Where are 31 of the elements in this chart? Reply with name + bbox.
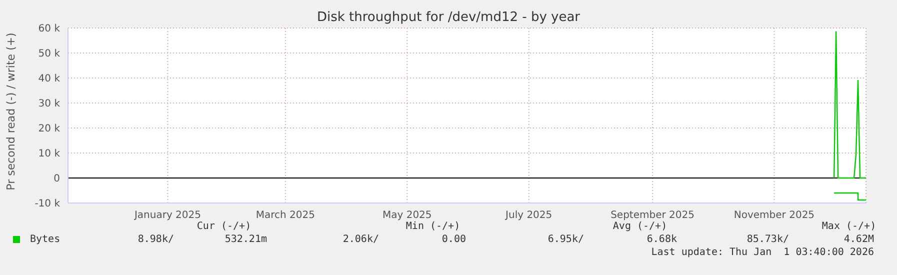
text: 532.21m [224, 234, 267, 245]
x-tick-label: March 2025 [256, 210, 316, 222]
text: Min (-/+) [404, 221, 462, 232]
x-tick-label: July 2025 [504, 210, 552, 222]
x-tick-label: September 2025 [610, 210, 694, 222]
legend-label: Bytes [30, 234, 60, 245]
chart-title: Disk throughput for /dev/md12 - by year [316, 10, 582, 25]
text: 0.00 [442, 234, 466, 245]
text: 6.68k [646, 234, 677, 245]
y-tick-label: 40 k [38, 74, 60, 85]
text: 8.98k/ [136, 234, 174, 245]
x-tick-label: November 2025 [734, 210, 815, 222]
text: 85.73k/ [746, 234, 789, 245]
y-tick-label: -10 k [34, 198, 60, 210]
text: 6.95k/ [546, 234, 584, 245]
y-tick-label: 50 k [38, 48, 60, 60]
y-tick-label: 60 k [38, 24, 60, 35]
text: Avg (-/+) [612, 221, 668, 232]
y-tick-label: 10 k [38, 148, 60, 160]
y-tick-label: 20 k [38, 124, 60, 135]
y-tick-label: 30 k [38, 98, 60, 110]
text: 2.06k/ [342, 234, 379, 245]
y-axis-title: Pr second read (-) / write (+) [4, 32, 18, 190]
x-tick-label: May 2025 [382, 210, 432, 222]
y-tick-label: 0 [54, 174, 60, 185]
line-series [833, 31, 866, 179]
text: Last update: Thu Jan 1 03:40:00 2026 [650, 247, 874, 258]
text: Cur (-/+) [196, 221, 252, 232]
text: 4.62M [844, 234, 874, 245]
x-tick-label: January 2025 [133, 210, 202, 222]
text: Max (-/+) [820, 221, 878, 232]
